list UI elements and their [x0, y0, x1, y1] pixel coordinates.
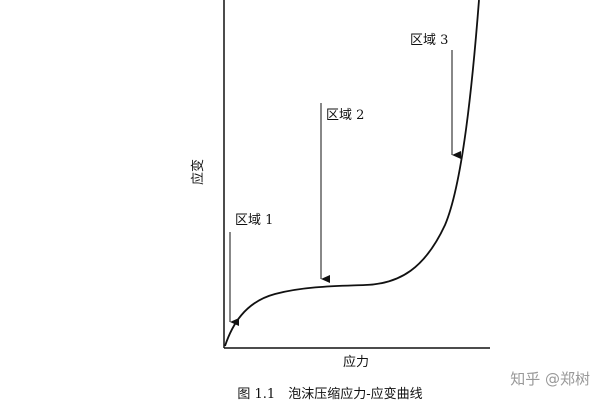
region-label: 区域 3 [410, 33, 448, 48]
stress-strain-curve [224, 0, 480, 347]
x-axis-label: 应力 [343, 354, 369, 370]
region-label: 区域 2 [326, 108, 364, 123]
caption: 图 1.1 泡沫压缩应力-应变曲线 [237, 386, 422, 402]
watermark: 知乎 @郑树 [510, 370, 590, 388]
region-label: 区域 1 [235, 213, 273, 228]
y-axis-label: 应变 [190, 159, 206, 185]
